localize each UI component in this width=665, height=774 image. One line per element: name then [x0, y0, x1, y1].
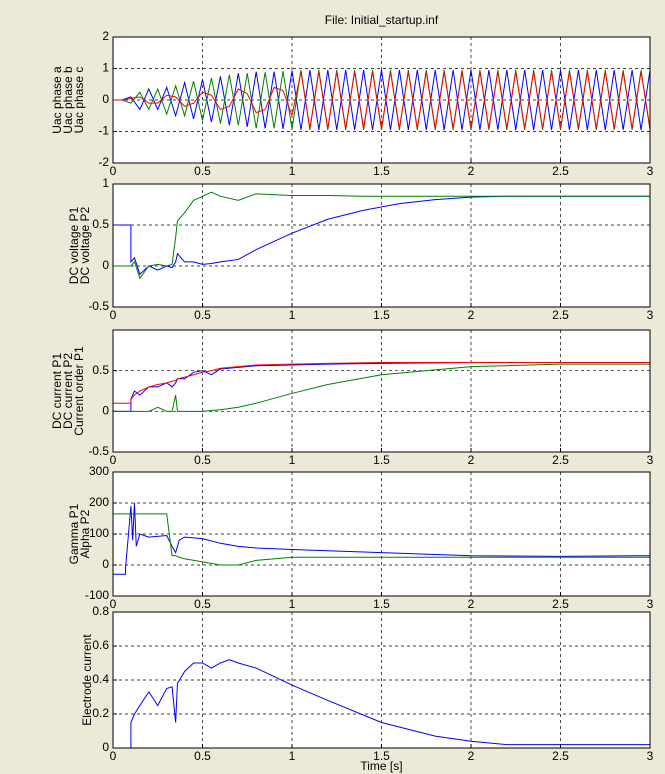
x-tick-label: 2.5 [552, 453, 569, 467]
x-tick-label: 1 [289, 749, 296, 763]
y-axis-label: DC current P1 [50, 353, 64, 429]
x-tick-label: 0.5 [194, 308, 211, 322]
axes-box [112, 611, 651, 749]
series-line [113, 191, 650, 280]
x-tick-label: 0.5 [194, 597, 211, 611]
series-line [113, 70, 651, 130]
x-axis-label: Time [s] [360, 759, 402, 773]
y-tick-label: -0.5 [88, 299, 109, 313]
y-tick-label: 1 [102, 176, 109, 190]
y-tick-label: 0 [102, 92, 109, 106]
y-tick-label: -100 [85, 588, 109, 602]
y-tick-label: 300 [89, 464, 109, 478]
y-tick-label: 0.2 [92, 706, 109, 720]
x-tick-label: 1 [289, 453, 296, 467]
y-axis-label: Uac phase a [50, 66, 64, 134]
y-tick-label: 2 [102, 29, 109, 43]
x-tick-label: 1.5 [373, 597, 390, 611]
x-tick-label: 2 [468, 749, 475, 763]
y-tick-label: 1 [102, 61, 109, 75]
x-tick-label: 0 [110, 453, 117, 467]
y-axis-label: DC voltage P2 [78, 206, 92, 284]
y-tick-label: -1 [98, 124, 109, 138]
x-tick-label: 2 [468, 453, 475, 467]
series-line [113, 363, 650, 412]
x-tick-label: 0 [110, 308, 117, 322]
x-tick-label: 1 [289, 164, 296, 178]
series-line [113, 195, 650, 276]
x-tick-label: 0 [110, 749, 117, 763]
x-tick-label: 2.5 [552, 308, 569, 322]
y-tick-label: 100 [89, 526, 109, 540]
axes-box [112, 183, 651, 308]
y-axis-label: Gamma P1 [67, 503, 81, 564]
axes-box [112, 36, 651, 164]
x-tick-label: 2.5 [552, 749, 569, 763]
y-axis-label: Uac phase c [72, 67, 86, 134]
series-line [113, 659, 650, 749]
y-tick-label: 0.5 [92, 217, 109, 231]
y-axis-label: DC current P2 [61, 353, 75, 429]
y-axis-label: Electrode current [80, 634, 94, 726]
y-tick-label: 0.6 [92, 638, 109, 652]
y-axis-label: DC voltage P1 [67, 206, 81, 284]
axes-box [112, 471, 651, 597]
x-tick-label: 0 [110, 164, 117, 178]
x-tick-label: 0.5 [194, 164, 211, 178]
series-line [113, 513, 650, 566]
y-tick-label: 0 [102, 258, 109, 272]
y-tick-label: 0 [102, 557, 109, 571]
y-tick-label: 0.5 [92, 363, 109, 377]
y-tick-label: 0 [102, 404, 109, 418]
series-line [113, 71, 651, 129]
x-tick-label: 0.5 [194, 749, 211, 763]
series-line [113, 502, 651, 575]
axes-box [112, 329, 651, 453]
x-tick-label: 2 [468, 164, 475, 178]
x-tick-label: 1 [289, 597, 296, 611]
y-tick-label: 0 [102, 740, 109, 754]
x-tick-label: 1.5 [373, 453, 390, 467]
chart-title: File: Initial_startup.inf [325, 13, 439, 27]
x-tick-label: 1.5 [373, 308, 390, 322]
x-tick-label: 0.5 [194, 453, 211, 467]
series-line [113, 70, 651, 130]
x-tick-label: 2 [468, 597, 475, 611]
y-tick-label: 0.8 [92, 604, 109, 618]
x-tick-label: 2.5 [552, 597, 569, 611]
series-line [113, 362, 650, 404]
x-tick-label: 2 [468, 308, 475, 322]
x-tick-label: 0 [110, 597, 117, 611]
y-tick-label: 0.4 [92, 672, 109, 686]
x-tick-label: 3 [647, 164, 654, 178]
y-tick-label: -0.5 [88, 444, 109, 458]
y-tick-label: -2 [98, 155, 109, 169]
x-tick-label: 3 [647, 308, 654, 322]
x-tick-label: 1.5 [373, 164, 390, 178]
y-axis-label: Alpha P2 [78, 509, 92, 558]
x-tick-label: 3 [647, 597, 654, 611]
x-tick-label: 3 [647, 453, 654, 467]
x-tick-label: 2.5 [552, 164, 569, 178]
x-tick-label: 3 [647, 749, 654, 763]
x-tick-label: 1.5 [373, 749, 390, 763]
y-axis-label: Current order P1 [72, 346, 86, 436]
x-tick-label: 1 [289, 308, 296, 322]
y-tick-label: 200 [89, 495, 109, 509]
y-axis-label: Uac phase b [61, 66, 75, 134]
